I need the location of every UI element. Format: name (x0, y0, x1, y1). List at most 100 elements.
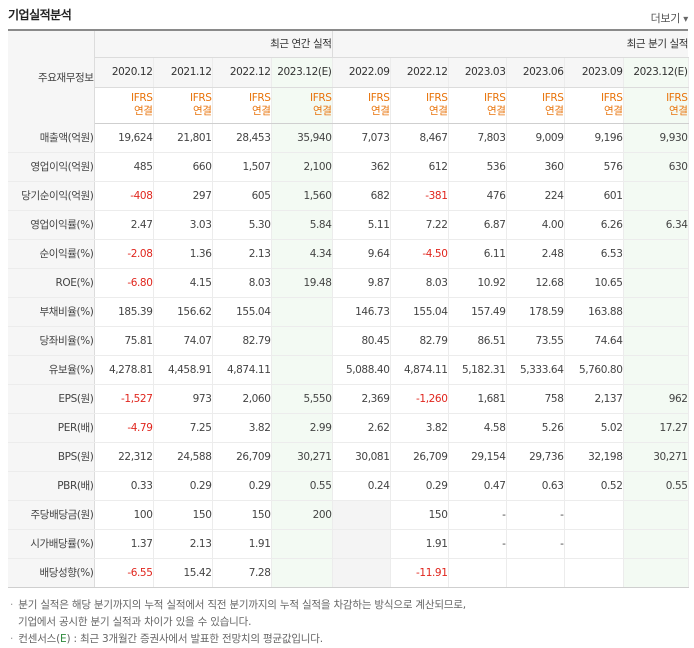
ifrs-label: IFRS 연결 (506, 87, 565, 124)
table-cell: 178.59 (506, 296, 565, 327)
table-cell: 74.64 (564, 326, 624, 356)
table-cell: 5,550 (271, 383, 333, 414)
row-label: 배당성향(%) (8, 558, 95, 588)
table-cell: 2.62 (331, 413, 391, 443)
table-cell: 360 (506, 152, 565, 182)
table-cell: 0.29 (153, 471, 213, 501)
table-cell: 9.64 (331, 239, 391, 269)
table-cell: 5,333.64 (506, 355, 565, 385)
table-cell: 19.48 (271, 268, 333, 298)
table-row: 유보율(%) 4,278.81 4,458.91 4,874.11 5,088.40 4,… (8, 355, 689, 385)
table-row: 시가배당률(%) 1.37 2.13 1.91 1.91- - (8, 529, 689, 559)
table-cell: 2,369 (331, 383, 391, 414)
table-cell: 0.55 (271, 471, 333, 501)
table-cell: 3.03 (153, 209, 213, 240)
table-row: 당좌비율(%) 75.81 74.07 82.79 80.45 82.79 86.51 73.… (8, 326, 689, 356)
table-cell: 80.45 (331, 326, 391, 356)
table-cell (564, 499, 624, 530)
table-cell (506, 558, 565, 588)
consensus-e-mark: E (60, 633, 67, 645)
row-label: PBR(배) (8, 471, 95, 501)
table-cell (623, 499, 689, 530)
table-cell: -4.79 (94, 413, 154, 443)
table-cell: 2.47 (94, 209, 154, 240)
table-cell: -1,260 (390, 383, 449, 414)
table-cell: 605 (212, 181, 272, 211)
table-cell: 8.03 (212, 268, 272, 298)
table-row: 주당배당금(원) 100 150 150 200 150- - (8, 499, 689, 530)
table-cell: 5.26 (506, 413, 565, 443)
table-cell (448, 558, 507, 588)
ifrs-standard: IFRS (249, 92, 271, 104)
table-cell: 5,088.40 (331, 355, 391, 385)
table-cell (623, 181, 689, 211)
table-cell: 576 (564, 152, 624, 182)
ifrs-scope: 연결 (133, 105, 153, 117)
table-cell: 19,624 (94, 123, 154, 153)
table-row: PER(배) -4.79 7.25 3.82 2.99 2.62 3.82 4.58 5.26 5… (8, 413, 689, 443)
ifrs-standard: IFRS (131, 92, 153, 104)
table-cell: 22,312 (94, 442, 154, 472)
table-cell: 150 (153, 499, 213, 530)
table-cell: 0.29 (390, 471, 449, 501)
table-cell: 7,073 (331, 123, 391, 153)
more-link[interactable]: 더보기 ▾ (651, 10, 689, 26)
table-row: 순이익률(%) -2.08 1.36 2.13 4.34 9.64 -4.50 6.11 2.4… (8, 239, 689, 269)
table-cell: 4.58 (448, 413, 507, 443)
ifrs-label: IFRS 연결 (94, 87, 154, 124)
table-cell: 3.82 (212, 413, 272, 443)
table-cell: 5.30 (212, 209, 272, 240)
bullet-icon: · (10, 633, 14, 645)
table-cell: 7,803 (448, 123, 507, 153)
annual-group-header: 최근 연간 실적 (94, 29, 332, 58)
period-header-row: 2020.12 2021.12 2022.12 2023.12(E) 2022.09 20… (8, 57, 689, 88)
table-row: 배당성향(%) -6.55 15.42 7.28 -11.91 (8, 558, 689, 588)
period-header: 2023.03 (448, 57, 507, 88)
table-cell: 0.24 (331, 471, 391, 501)
table-row: BPS(원) 22,312 24,588 26,709 30,271 30,081 26,7… (8, 442, 689, 472)
ifrs-standard: IFRS (190, 92, 212, 104)
table-cell: 0.55 (623, 471, 689, 501)
footnote-1-line2: 기업에서 공시한 분기 실적과 차이가 있을 수 있습니다. (18, 616, 252, 628)
table-cell: 155.04 (212, 296, 272, 327)
ifrs-scope: 연결 (486, 105, 506, 117)
table-cell: 9,930 (623, 123, 689, 153)
table-cell: 1.91 (212, 529, 272, 559)
table-cell: 100 (94, 499, 154, 530)
ifrs-standard: IFRS (542, 92, 564, 104)
table-cell: -1,527 (94, 383, 154, 414)
period-header: 2023.12(E) (623, 57, 689, 88)
table-cell: 8.03 (390, 268, 449, 298)
table-cell (623, 239, 689, 269)
table-cell: 4.15 (153, 268, 213, 298)
ifrs-label: IFRS 연결 (448, 87, 507, 124)
bullet-icon: · (10, 599, 14, 611)
table-cell (331, 558, 391, 588)
row-label: 순이익률(%) (8, 239, 95, 269)
quarter-group-header: 최근 분기 실적 (331, 29, 689, 58)
table-cell: 536 (448, 152, 507, 182)
ifrs-standard: IFRS (666, 92, 688, 104)
footnotes: · 분기 실적은 해당 분기까지의 누적 실적에서 직전 분기까지의 누적 실적… (10, 597, 466, 648)
footnote-2-suffix: ) : 최근 3개월간 증권사에서 발표한 전망치의 평균값입니다. (66, 633, 323, 645)
chevron-down-icon: ▾ (683, 14, 688, 25)
row-label: 당기순이익(억원) (8, 181, 95, 211)
table-cell: 32,198 (564, 442, 624, 472)
table-cell: - (448, 499, 507, 530)
table-cell: 4,278.81 (94, 355, 154, 385)
table-row: 영업이익률(%) 2.47 3.03 5.30 5.84 5.11 7.22 6.87 4.00… (8, 209, 689, 240)
period-header: 2021.12 (153, 57, 213, 88)
table-cell: -4.50 (390, 239, 449, 269)
table-cell (623, 355, 689, 385)
footnote-2: · 컨센서스(E) : 최근 3개월간 증권사에서 발표한 전망치의 평균값입니… (10, 631, 466, 648)
table-cell (623, 326, 689, 356)
table-cell: 2.13 (212, 239, 272, 269)
ifrs-scope: 연결 (370, 105, 390, 117)
row-label: 매출액(억원) (8, 123, 95, 153)
table-cell: 82.79 (212, 326, 272, 356)
table-cell: 1,507 (212, 152, 272, 182)
table-cell: 30,271 (271, 442, 333, 472)
table-cell: 6.11 (448, 239, 507, 269)
table-cell: 0.29 (212, 471, 272, 501)
